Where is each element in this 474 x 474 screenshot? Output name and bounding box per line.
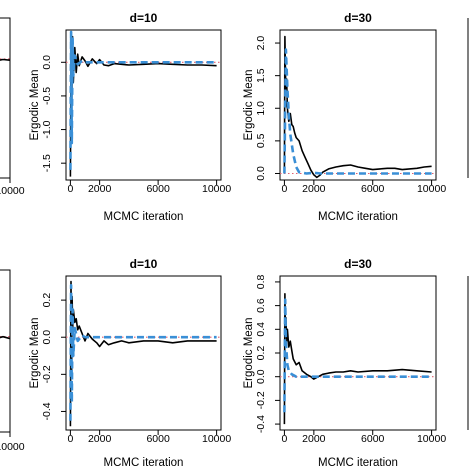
x-tick-label: 6000 — [361, 183, 385, 195]
plot-frame — [279, 29, 437, 181]
series-line-ergodic-mean — [69, 280, 217, 427]
panel-title: d=30 — [344, 11, 372, 25]
y-tick-label: 0.2 — [41, 293, 53, 308]
x-tick-label: 10000 — [0, 441, 25, 453]
plot-frame — [279, 275, 437, 431]
panel-top-middle: 0 2000 6000 10000 -1.5 -1.0 -0.5 0.0 d=10 MCMC it… — [29, 11, 231, 223]
x-tick-label: 0 — [281, 183, 287, 195]
x-axis-label: MCMC iteration — [104, 457, 184, 469]
y-tick-label: 0.4 — [255, 322, 267, 337]
x-tick-label: 0 — [67, 433, 73, 445]
panel-title: d=30 — [344, 257, 372, 271]
x-tick-label: 2000 — [88, 433, 112, 445]
x-axis-label: MCMC iteration — [318, 211, 398, 223]
panel-title: d=10 — [130, 257, 158, 271]
x-tick-label: 2000 — [302, 433, 326, 445]
x-tick-label: 10000 — [0, 185, 25, 197]
panel-top-left-partial: 10000 — [0, 17, 25, 197]
y-tick-label: 0.0 — [41, 330, 53, 345]
y-tick-label: 0.0 — [255, 166, 267, 181]
series-line-sampler-2 — [283, 298, 432, 413]
series-line-sampler-2 — [69, 283, 217, 421]
series-line-sampler-2 — [69, 30, 217, 170]
panel-title: d=10 — [130, 11, 158, 25]
x-axis-label: MCMC iteration — [318, 457, 398, 469]
y-tick-label: 0.6 — [255, 298, 267, 313]
panel-bottom-left-partial: 10000 — [0, 269, 25, 453]
y-axis-label: Ergodic Mean — [243, 318, 255, 389]
series-line-ergodic-mean — [0, 58, 10, 61]
x-tick-label: 10000 — [417, 183, 446, 195]
x-tick-label: 2000 — [302, 183, 326, 195]
panel-bottom-middle: 0 2000 6000 10000 -0.4 -0.2 0.0 0.2 d=10 MCMC ite… — [29, 257, 231, 469]
y-tick-label: 0.0 — [255, 369, 267, 384]
plot-frame — [0, 269, 11, 433]
series-line-ergodic-mean — [0, 335, 10, 340]
series-line-ergodic-mean — [283, 292, 432, 425]
x-tick-label: 2000 — [88, 183, 112, 195]
x-tick-label: 6000 — [361, 433, 385, 445]
series-line-sampler-2 — [283, 48, 432, 175]
y-tick-label: 0.0 — [41, 55, 53, 70]
x-axis-label: MCMC iteration — [104, 211, 184, 223]
y-tick-label: -0.2 — [255, 391, 267, 409]
y-tick-label: 2.0 — [255, 36, 267, 51]
y-axis-label: Ergodic Mean — [29, 318, 41, 389]
y-tick-label: 1.0 — [255, 101, 267, 116]
x-tick-label: 0 — [281, 433, 287, 445]
x-tick-label: 10000 — [417, 433, 446, 445]
x-tick-label: 10000 — [202, 433, 231, 445]
y-tick-label: 0.2 — [255, 346, 267, 361]
y-axis-label: Ergodic Mean — [29, 70, 41, 141]
y-tick-label: 1.5 — [255, 68, 267, 83]
y-tick-label: -0.4 — [41, 402, 53, 420]
x-tick-label: 10000 — [202, 183, 231, 195]
panel-top-right: 0 2000 6000 10000 0.0 0.5 1.0 1.5 2.0 d=30 MCMC it… — [243, 11, 446, 223]
y-tick-label: -1.5 — [41, 154, 53, 172]
plot-frame — [65, 275, 222, 431]
y-tick-label: 0.8 — [255, 274, 267, 289]
series-line-ergodic-mean — [283, 35, 432, 179]
plot-frame — [65, 29, 222, 181]
x-tick-label: 0 — [67, 183, 73, 195]
y-axis-label: Ergodic Mean — [243, 70, 255, 141]
y-tick-label: -0.5 — [41, 87, 53, 105]
y-tick-label: -1.0 — [41, 120, 53, 138]
plot-frame — [0, 17, 11, 179]
panel-bottom-right: 0 2000 6000 10000 -0.4 -0.2 0.0 0.2 0.4 0.6 0.8 d=3… — [243, 257, 446, 469]
x-tick-label: 6000 — [146, 183, 170, 195]
y-tick-label: 0.5 — [255, 133, 267, 148]
series-line-ergodic-mean — [69, 33, 217, 177]
y-tick-label: -0.2 — [41, 365, 53, 383]
y-tick-label: -0.4 — [255, 415, 267, 433]
x-tick-label: 6000 — [146, 433, 170, 445]
